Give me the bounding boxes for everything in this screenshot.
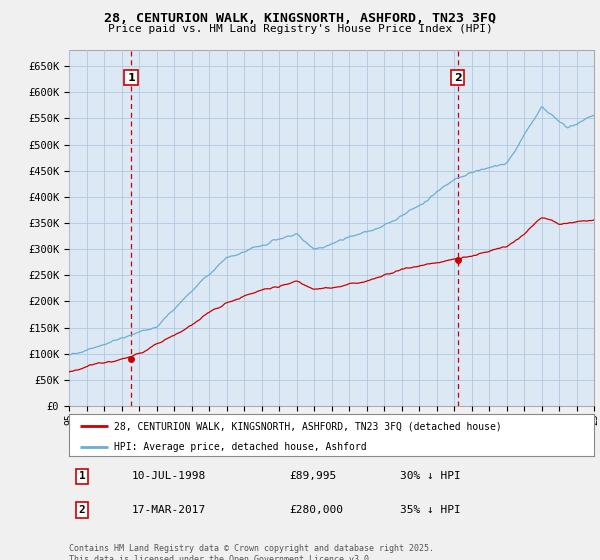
- Text: 2: 2: [454, 73, 461, 82]
- Text: 1: 1: [79, 472, 86, 482]
- Text: 10-JUL-1998: 10-JUL-1998: [132, 472, 206, 482]
- Text: 35% ↓ HPI: 35% ↓ HPI: [400, 505, 461, 515]
- Text: 17-MAR-2017: 17-MAR-2017: [132, 505, 206, 515]
- Text: £89,995: £89,995: [290, 472, 337, 482]
- Text: Price paid vs. HM Land Registry's House Price Index (HPI): Price paid vs. HM Land Registry's House …: [107, 24, 493, 34]
- Text: Contains HM Land Registry data © Crown copyright and database right 2025.
This d: Contains HM Land Registry data © Crown c…: [69, 544, 434, 560]
- Text: £280,000: £280,000: [290, 505, 343, 515]
- Text: 1: 1: [127, 73, 135, 82]
- Text: HPI: Average price, detached house, Ashford: HPI: Average price, detached house, Ashf…: [113, 442, 366, 452]
- Text: 30% ↓ HPI: 30% ↓ HPI: [400, 472, 461, 482]
- Text: 28, CENTURION WALK, KINGSNORTH, ASHFORD, TN23 3FQ (detached house): 28, CENTURION WALK, KINGSNORTH, ASHFORD,…: [113, 421, 502, 431]
- Text: 2: 2: [79, 505, 86, 515]
- Text: 28, CENTURION WALK, KINGSNORTH, ASHFORD, TN23 3FQ: 28, CENTURION WALK, KINGSNORTH, ASHFORD,…: [104, 12, 496, 25]
